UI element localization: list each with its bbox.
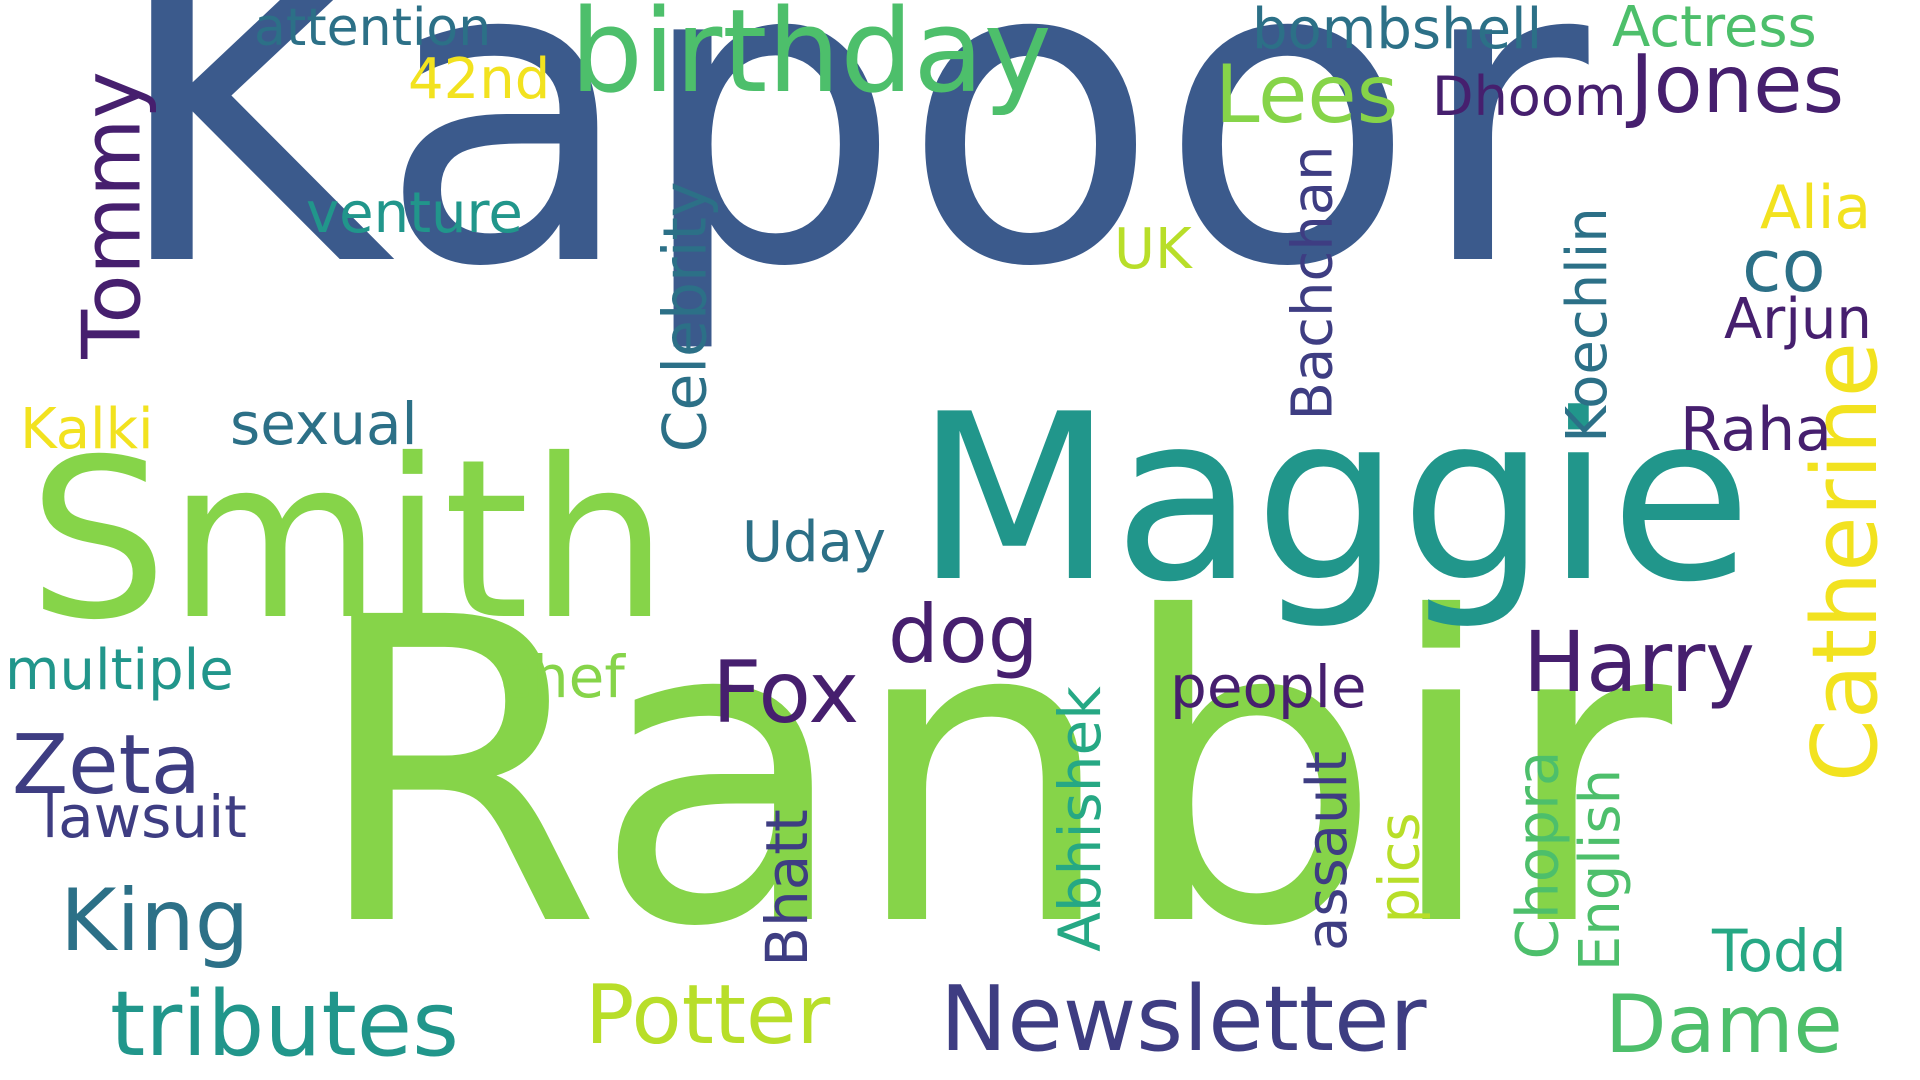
word-lees: Lees	[1215, 48, 1399, 141]
word-ranbir: Ranbir	[310, 530, 1673, 1019]
word-kalki: Kalki	[20, 397, 154, 462]
word-uday: Uday	[742, 510, 886, 575]
word-english: English	[1568, 768, 1634, 972]
word-bombshell: bombshell	[1252, 0, 1543, 62]
word-zeta: Zeta	[12, 718, 202, 813]
word-dhoom: Dhoom	[1432, 65, 1627, 128]
word-alia: Alia	[1760, 173, 1872, 243]
word-fox: Fox	[712, 643, 860, 743]
word-bhatt: Bhatt	[752, 809, 821, 967]
word-chef: chef	[500, 643, 625, 711]
word-chopra: Chopra	[1503, 750, 1572, 960]
word-dog: dog	[888, 588, 1039, 681]
word-co: co	[1742, 224, 1826, 308]
word-actress: Actress	[1612, 0, 1817, 60]
word-lawsuit: lawsuit	[42, 783, 247, 851]
word-birthday: birthday	[570, 0, 1052, 119]
word-dame: Dame	[1605, 978, 1843, 1071]
word-potter: Potter	[585, 968, 831, 1063]
word-maggie: Maggie	[915, 366, 1752, 633]
word-people: people	[1170, 653, 1367, 721]
word-tributes: tributes	[110, 972, 460, 1077]
word-venture: venture	[306, 181, 523, 246]
word-42nd: 42nd	[408, 47, 551, 112]
word-jones: Jones	[1630, 38, 1845, 131]
word-todd: Todd	[1712, 917, 1847, 985]
word-pics: pics	[1367, 812, 1433, 924]
word-harry: Harry	[1523, 613, 1755, 711]
word-uk: UK	[1114, 217, 1192, 282]
word-kapoor: Kapoor	[110, 0, 1589, 359]
word-raha: Raha	[1680, 395, 1832, 465]
word-sexual: sexual	[230, 390, 418, 458]
word-newsletter: Newsletter	[940, 967, 1427, 1072]
word-multiple: multiple	[5, 638, 234, 703]
word-king: King	[60, 871, 250, 971]
word-smith: Smith	[28, 412, 669, 668]
word-tommy: Tommy	[65, 71, 159, 359]
word-abhishek: Abhishek	[1045, 686, 1114, 952]
word-assault: assault	[1295, 751, 1360, 951]
word-celebrity: Celebrity	[650, 181, 721, 453]
word-attention: attention	[254, 0, 492, 58]
word-koechlin: Koechlin	[1554, 207, 1620, 443]
word-arjun: Arjun	[1724, 287, 1872, 352]
word-bachchan: Bachchan	[1280, 145, 1346, 421]
